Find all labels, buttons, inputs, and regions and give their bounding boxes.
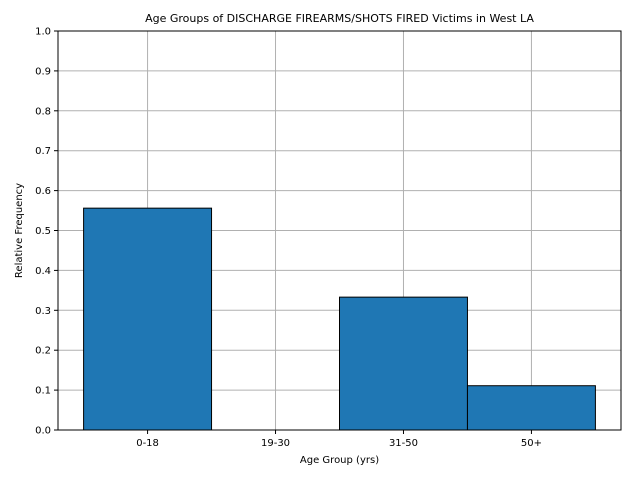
bar-0-18 [83,207,213,431]
y-tick-label: 0.7 [35,146,51,157]
y-tick-label: 1.0 [35,27,51,38]
bar-50+ [466,385,596,431]
y-tick-label: 0.3 [35,306,51,317]
y-axis-label: Relative Frequency [14,183,25,278]
x-tick-label: 19-30 [261,438,290,449]
tick-layer: 0.0 0.1 0.2 0.3 0.4 0.5 0.6 0.7 0.8 0.9 1.0 0-18 19-… [35,27,542,450]
x-tick-label: 31-50 [389,438,418,449]
x-tick-label: 50+ [521,438,542,449]
bar-31-50 [339,296,468,431]
y-tick-label: 0.6 [35,186,51,197]
y-tick-label: 0.0 [35,426,51,437]
y-tick-label: 0.2 [35,346,51,357]
x-axis-label: Age Group (yrs) [300,455,379,466]
y-tick-label: 0.9 [35,66,51,77]
chart-title: Age Groups of DISCHARGE FIREARMS/SHOTS F… [145,12,534,25]
y-tick-label: 0.8 [35,106,51,117]
x-tick-label: 0-18 [136,438,159,449]
bar-layer [83,207,596,431]
y-tick-label: 0.5 [35,226,51,237]
y-tick-label: 0.1 [35,386,51,397]
y-tick-label: 0.4 [35,266,51,277]
